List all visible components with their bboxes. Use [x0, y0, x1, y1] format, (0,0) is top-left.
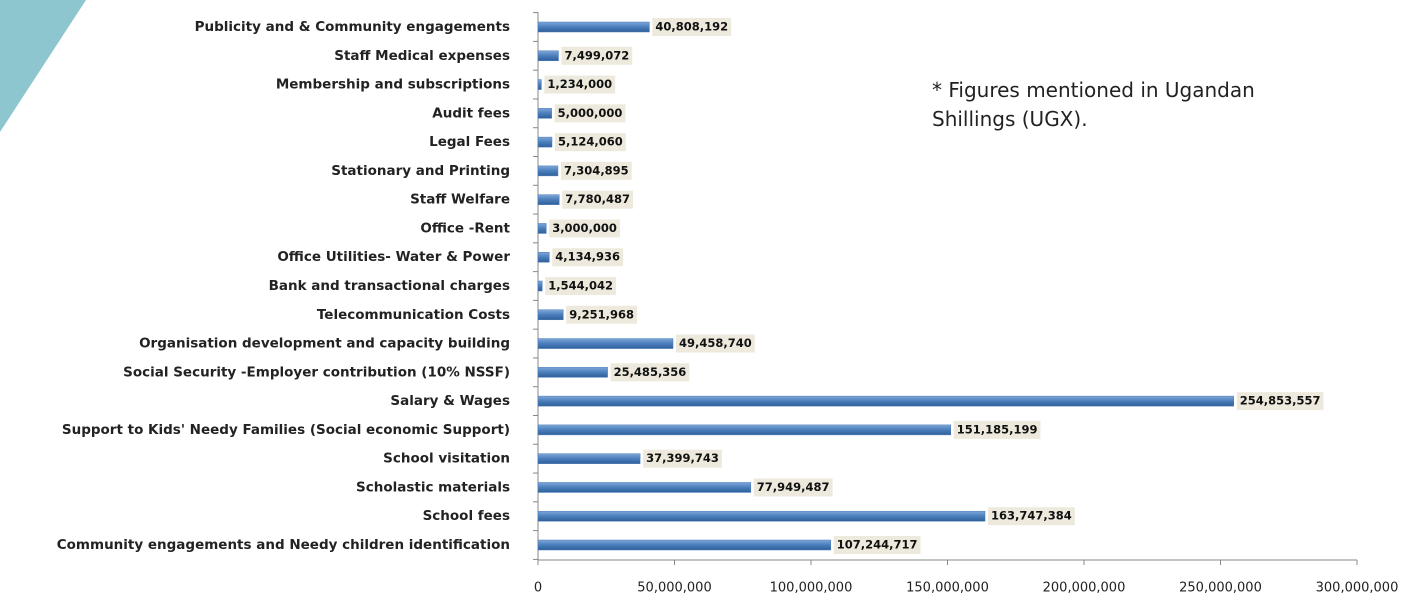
- value-label-bg: [610, 363, 690, 382]
- value-label-bg: [554, 133, 626, 152]
- value-label: 4,134,936: [555, 250, 620, 264]
- bar: [537, 280, 543, 292]
- category-label: Scholastic materials: [356, 479, 510, 495]
- value-label: 107,244,717: [837, 538, 918, 552]
- bar: [537, 50, 559, 62]
- category-label: Publicity and & Community engagements: [195, 19, 510, 35]
- bar: [537, 108, 552, 119]
- category-label: Bank and transactional charges: [269, 278, 510, 294]
- value-label-bg: [562, 190, 633, 209]
- value-label-bg: [545, 277, 616, 295]
- value-label-bg: [560, 161, 632, 180]
- value-label: 25,485,356: [614, 365, 687, 379]
- bar: [537, 482, 752, 493]
- category-label: Staff Medical expenses: [334, 48, 510, 64]
- category-label: School fees: [423, 508, 510, 524]
- x-tick-label: 250,000,000: [1179, 581, 1262, 596]
- category-label: Community engagements and Needy children…: [57, 537, 510, 553]
- value-label: 40,808,192: [655, 20, 728, 34]
- value-label: 7,304,895: [564, 163, 629, 177]
- bar: [537, 79, 542, 90]
- bar: [537, 136, 553, 148]
- x-tick-label: 150,000,000: [906, 581, 989, 596]
- category-label: Telecommunication Costs: [317, 307, 510, 323]
- bar: [537, 194, 560, 205]
- value-label: 9,251,968: [569, 307, 634, 321]
- bar: [537, 165, 559, 177]
- value-label-bg: [753, 478, 833, 497]
- value-label: 49,458,740: [679, 336, 752, 350]
- x-tick-label: 100,000,000: [770, 581, 853, 596]
- category-label: Office -Rent: [420, 220, 510, 236]
- x-tick-label: 300,000,000: [1316, 581, 1399, 596]
- value-label-bg: [652, 18, 732, 36]
- value-label: 77,949,487: [757, 480, 830, 494]
- value-label-bg: [953, 420, 1041, 439]
- category-label: Office Utilities- Water & Power: [277, 249, 510, 265]
- x-tick-label: 50,000,000: [637, 581, 711, 596]
- category-label: Organisation development and capacity bu…: [139, 336, 510, 352]
- category-label: Salary & Wages: [390, 393, 510, 409]
- category-label: Membership and subscriptions: [276, 77, 510, 93]
- value-label-bg: [544, 75, 616, 94]
- category-label: Legal Fees: [429, 134, 510, 150]
- value-label: 7,780,487: [565, 192, 630, 206]
- bar: [537, 338, 674, 349]
- category-label: School visitation: [383, 451, 510, 467]
- category-label: Support to Kids' Needy Families (Social …: [62, 422, 510, 438]
- value-label-bg: [1236, 392, 1324, 411]
- value-label: 163,747,384: [991, 509, 1072, 523]
- value-label-bg: [554, 104, 626, 123]
- annotation: * Figures mentioned in Ugandan Shillings…: [932, 78, 1255, 131]
- category-label: Stationary and Printing: [331, 163, 510, 179]
- bar: [537, 367, 608, 378]
- value-label: 1,544,042: [548, 279, 613, 293]
- category-label: Audit fees: [432, 105, 510, 121]
- value-label: 5,000,000: [558, 106, 623, 120]
- bar: [537, 223, 547, 234]
- bar: [537, 539, 832, 551]
- value-label: 151,185,199: [957, 422, 1038, 436]
- value-label: 37,399,743: [646, 451, 719, 465]
- bar: [537, 424, 951, 436]
- bar: [537, 395, 1235, 407]
- x-tick-label: 0: [534, 581, 542, 596]
- bar: [537, 251, 550, 263]
- category-label: Staff Welfare: [410, 192, 510, 208]
- bar: [537, 510, 986, 522]
- value-label-bg: [552, 248, 624, 267]
- decoration: [0, 0, 86, 132]
- value-label: 1,234,000: [547, 77, 612, 91]
- bar: [537, 453, 641, 464]
- value-label-bg: [566, 305, 638, 324]
- value-label-bg: [676, 334, 755, 353]
- value-label-bg: [988, 507, 1075, 526]
- value-label-bg: [561, 46, 633, 65]
- value-label: 254,853,557: [1240, 394, 1321, 408]
- bar: [537, 21, 650, 33]
- bar: [537, 309, 564, 321]
- value-label: 7,499,072: [564, 48, 629, 62]
- value-label: 3,000,000: [552, 221, 617, 235]
- category-label: Social Security -Employer contribution (…: [123, 364, 510, 380]
- value-label-bg: [833, 536, 921, 554]
- value-label-bg: [549, 219, 620, 238]
- value-label-bg: [643, 449, 722, 468]
- x-tick-label: 200,000,000: [1043, 581, 1126, 596]
- value-label: 5,124,060: [558, 135, 623, 149]
